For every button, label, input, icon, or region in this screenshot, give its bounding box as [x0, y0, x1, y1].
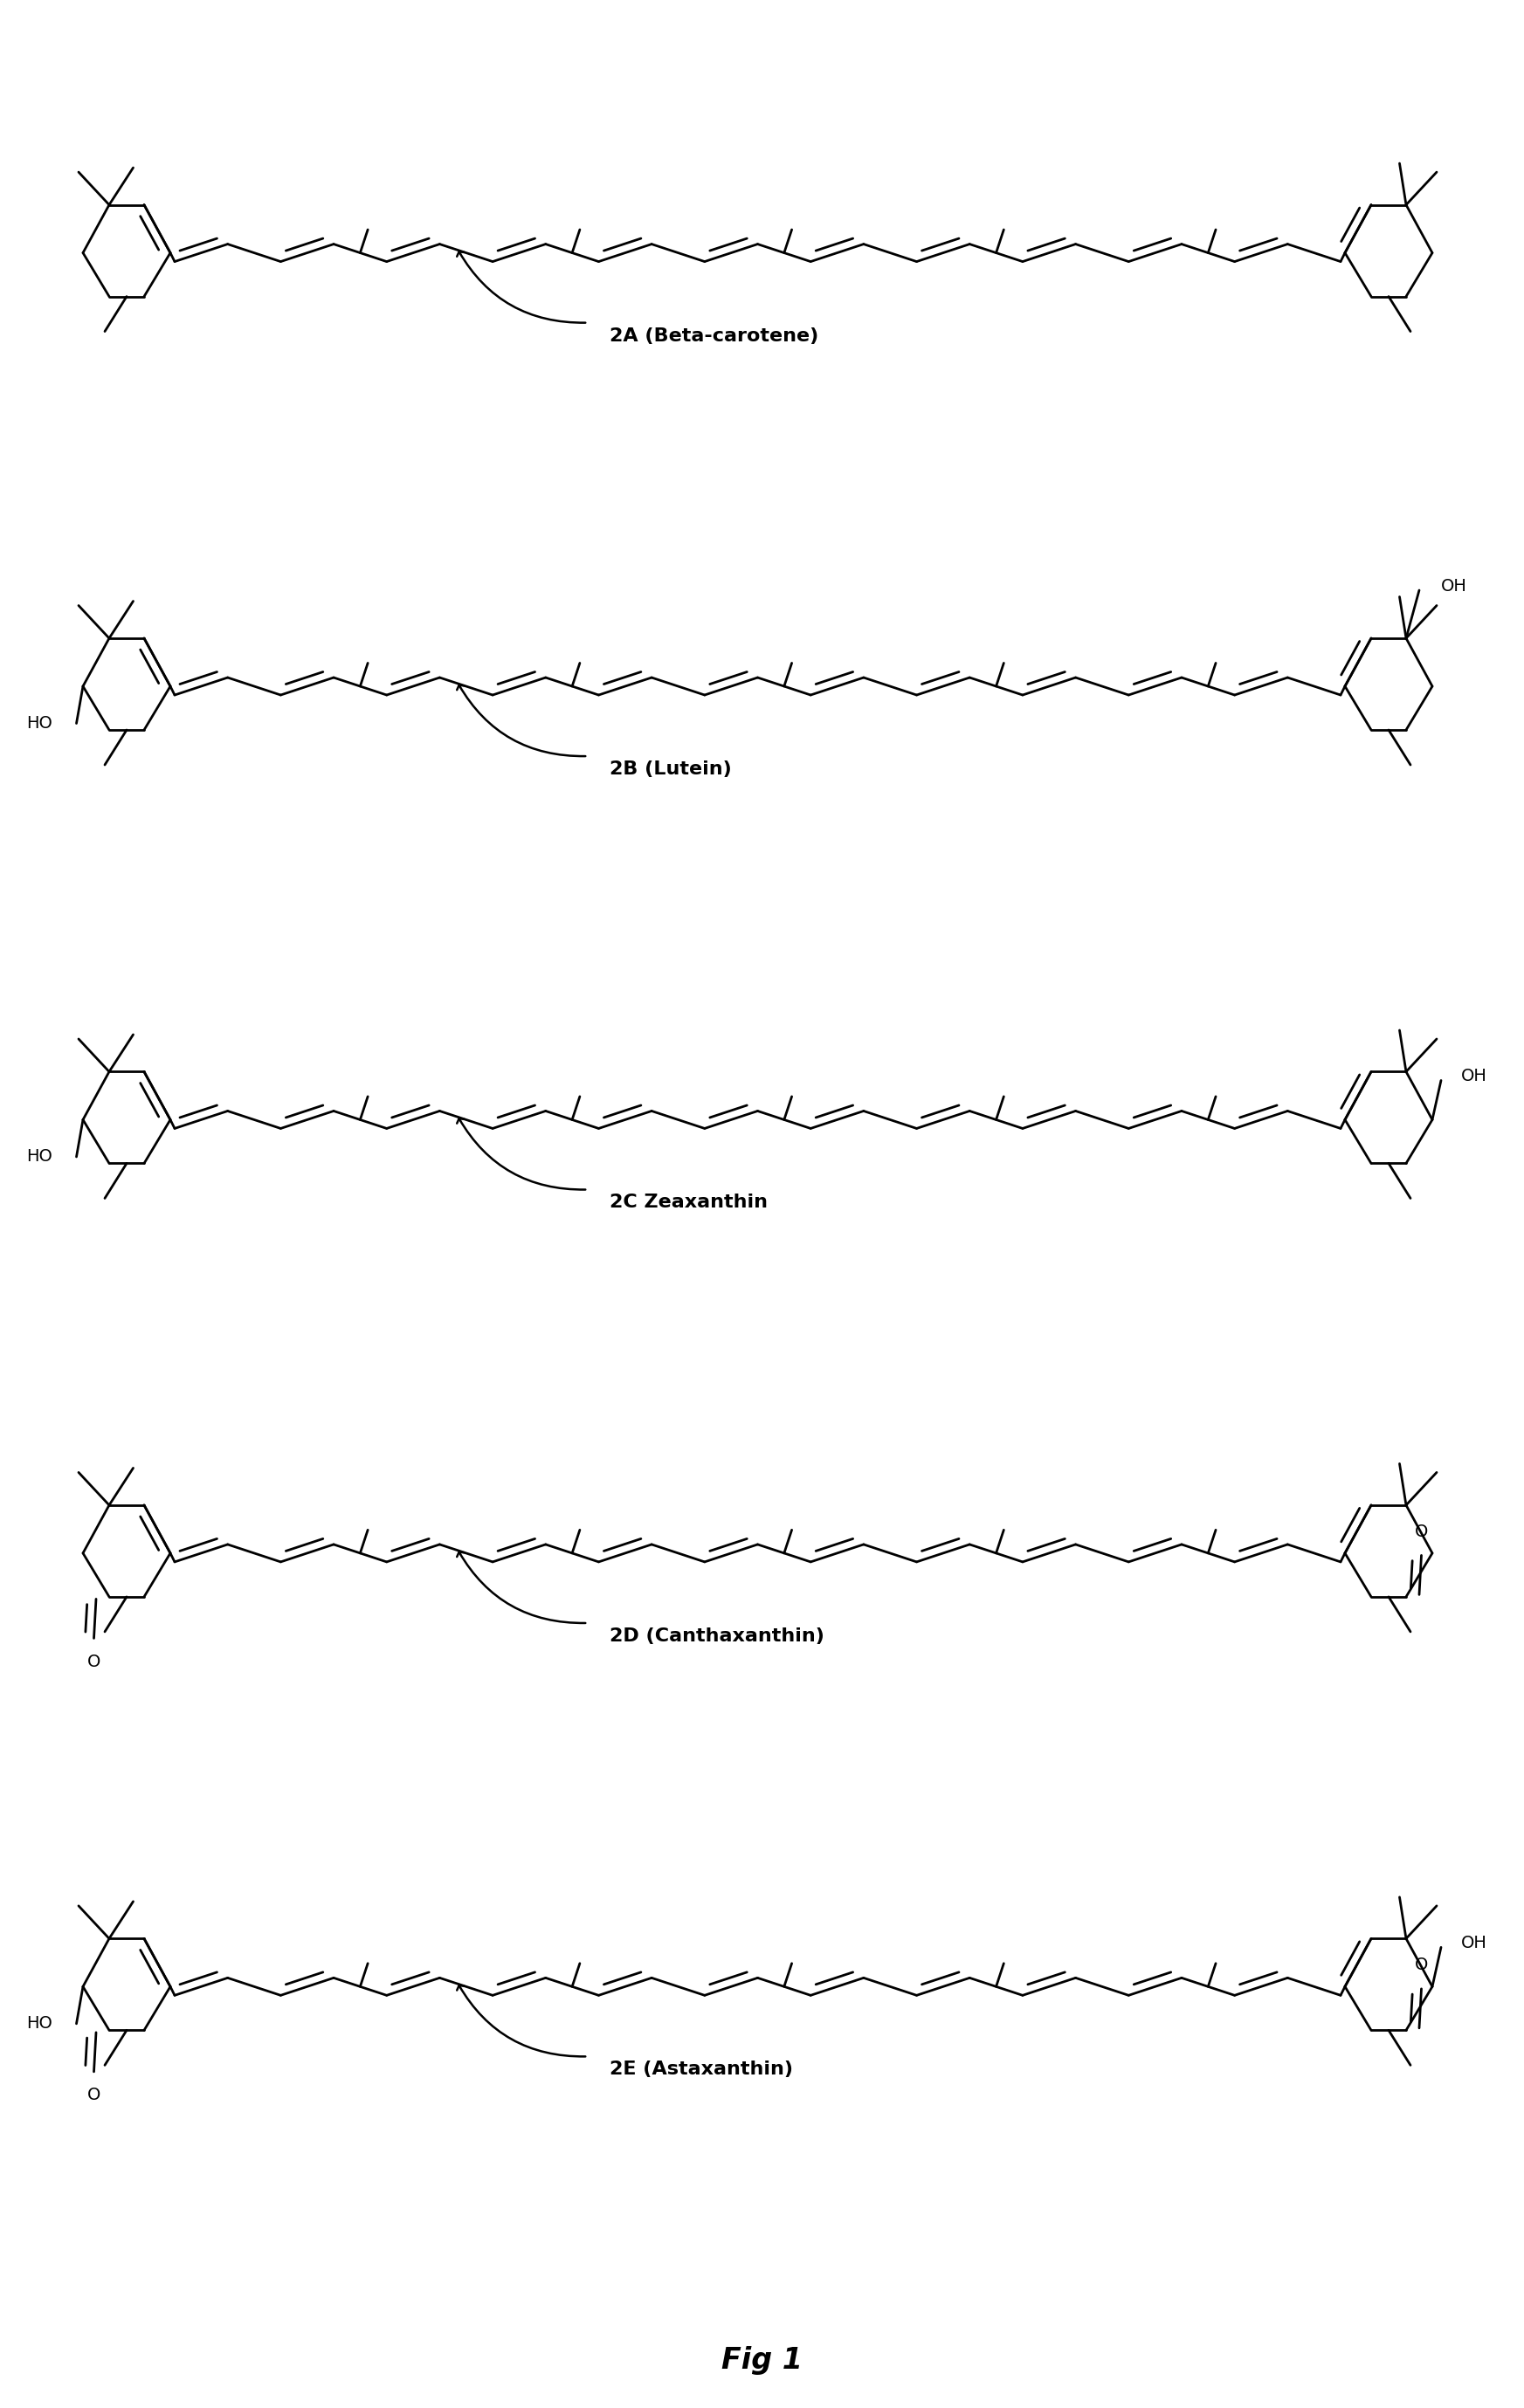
Text: HO: HO — [26, 1149, 52, 1165]
Text: 2E (Astaxanthin): 2E (Astaxanthin) — [610, 2061, 792, 2078]
Text: O: O — [1414, 1958, 1428, 1975]
Text: OH: OH — [1460, 1934, 1487, 1950]
Text: 2B (Lutein): 2B (Lutein) — [610, 761, 732, 778]
Text: O: O — [1414, 1524, 1428, 1541]
Text: 2C Zeaxanthin: 2C Zeaxanthin — [610, 1194, 768, 1211]
Text: HO: HO — [26, 715, 52, 732]
Text: HO: HO — [26, 2015, 52, 2032]
Text: O: O — [87, 2088, 101, 2105]
Text: 2A (Beta-carotene): 2A (Beta-carotene) — [610, 327, 818, 344]
Text: 2D (Canthaxanthin): 2D (Canthaxanthin) — [610, 1628, 824, 1645]
Text: O: O — [87, 1654, 101, 1671]
Text: Fig 1: Fig 1 — [721, 2345, 803, 2374]
Text: OH: OH — [1460, 1067, 1487, 1084]
Text: OH: OH — [1442, 578, 1468, 595]
